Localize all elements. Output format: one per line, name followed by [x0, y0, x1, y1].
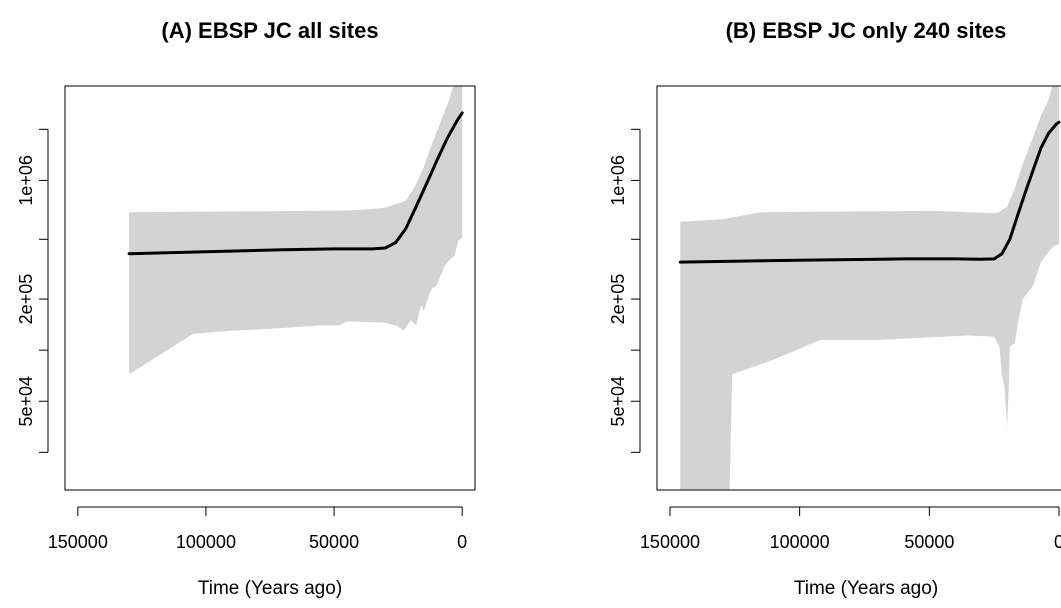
chart-title: (B) EBSP JC only 240 sites [726, 18, 1007, 43]
x-tick-label: 100000 [770, 532, 830, 552]
plot-frame [656, 85, 1061, 491]
y-tick-label: 2e+05 [608, 274, 628, 325]
y-tick-label: 2e+05 [16, 274, 36, 325]
median-line [678, 120, 1061, 264]
y-tick-label: 1e+06 [16, 155, 36, 206]
x-tick-label: 150000 [640, 532, 700, 552]
x-tick-label: 100000 [176, 532, 236, 552]
y-tick-label: 1e+06 [608, 155, 628, 206]
x-tick-label: 50000 [904, 532, 954, 552]
panel-b: 150000 100000 50000 0 5e+04 2e+05 1e+06 (B) EBS… [608, 18, 1061, 599]
median-line [127, 111, 464, 256]
chart-title: (A) EBSP JC all sites [161, 18, 378, 43]
x-axis-label: Time (Years ago) [198, 578, 342, 599]
plot-area [678, 86, 1061, 490]
plot-frame [64, 85, 476, 491]
x-axis-label: Time (Years ago) [794, 578, 938, 599]
x-tick-label: 150000 [48, 532, 108, 552]
y-tick-label: 5e+04 [608, 376, 628, 427]
hpd-interval-band [680, 86, 1059, 490]
plot-area [127, 86, 464, 375]
hpd-interval-band [129, 86, 463, 375]
x-tick-label: 0 [1054, 532, 1061, 552]
x-tick-label: 0 [457, 532, 467, 552]
panel-a: 150000 100000 50000 0 5e+04 2e+05 1e+06 (A) EBS… [16, 18, 476, 599]
x-tick-label: 50000 [309, 532, 359, 552]
y-tick-label: 5e+04 [16, 376, 36, 427]
